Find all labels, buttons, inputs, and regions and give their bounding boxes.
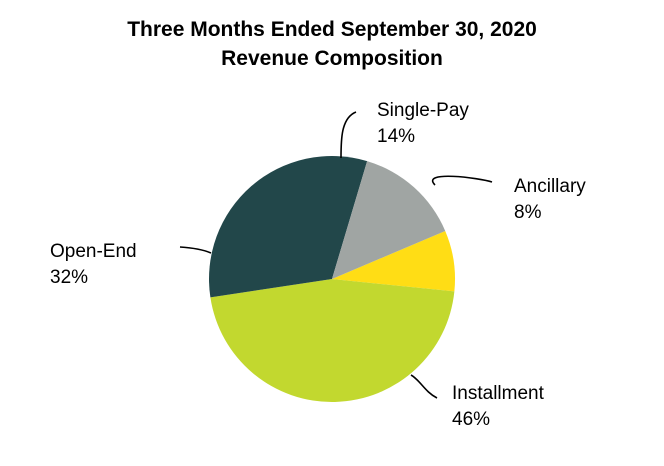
- leader-line-installment: [410, 374, 438, 399]
- slice-percent-label: 14%: [377, 126, 415, 147]
- slice-percent-label: 32%: [50, 267, 88, 288]
- slice-name-label: Installment: [452, 383, 545, 404]
- leader-line-ancillary: [431, 175, 493, 186]
- slice-name-label: Single-Pay: [377, 100, 469, 121]
- slice-name-label: Ancillary: [514, 176, 586, 197]
- slice-name-label: Open-End: [50, 241, 137, 262]
- leader-line-single-pay: [340, 111, 357, 159]
- pie-slice-installment: [210, 279, 455, 403]
- pie-slice-open-end: [208, 156, 368, 298]
- slice-percent-label: 46%: [452, 409, 490, 430]
- pie-slice-single-pay: [332, 161, 446, 279]
- chart-title: Three Months Ended September 30, 2020: [127, 18, 537, 41]
- pie-slice-ancillary: [332, 230, 455, 292]
- chart-subtitle: Revenue Composition: [221, 47, 443, 70]
- slice-percent-label: 8%: [514, 202, 542, 223]
- leader-line-open-end: [179, 246, 212, 254]
